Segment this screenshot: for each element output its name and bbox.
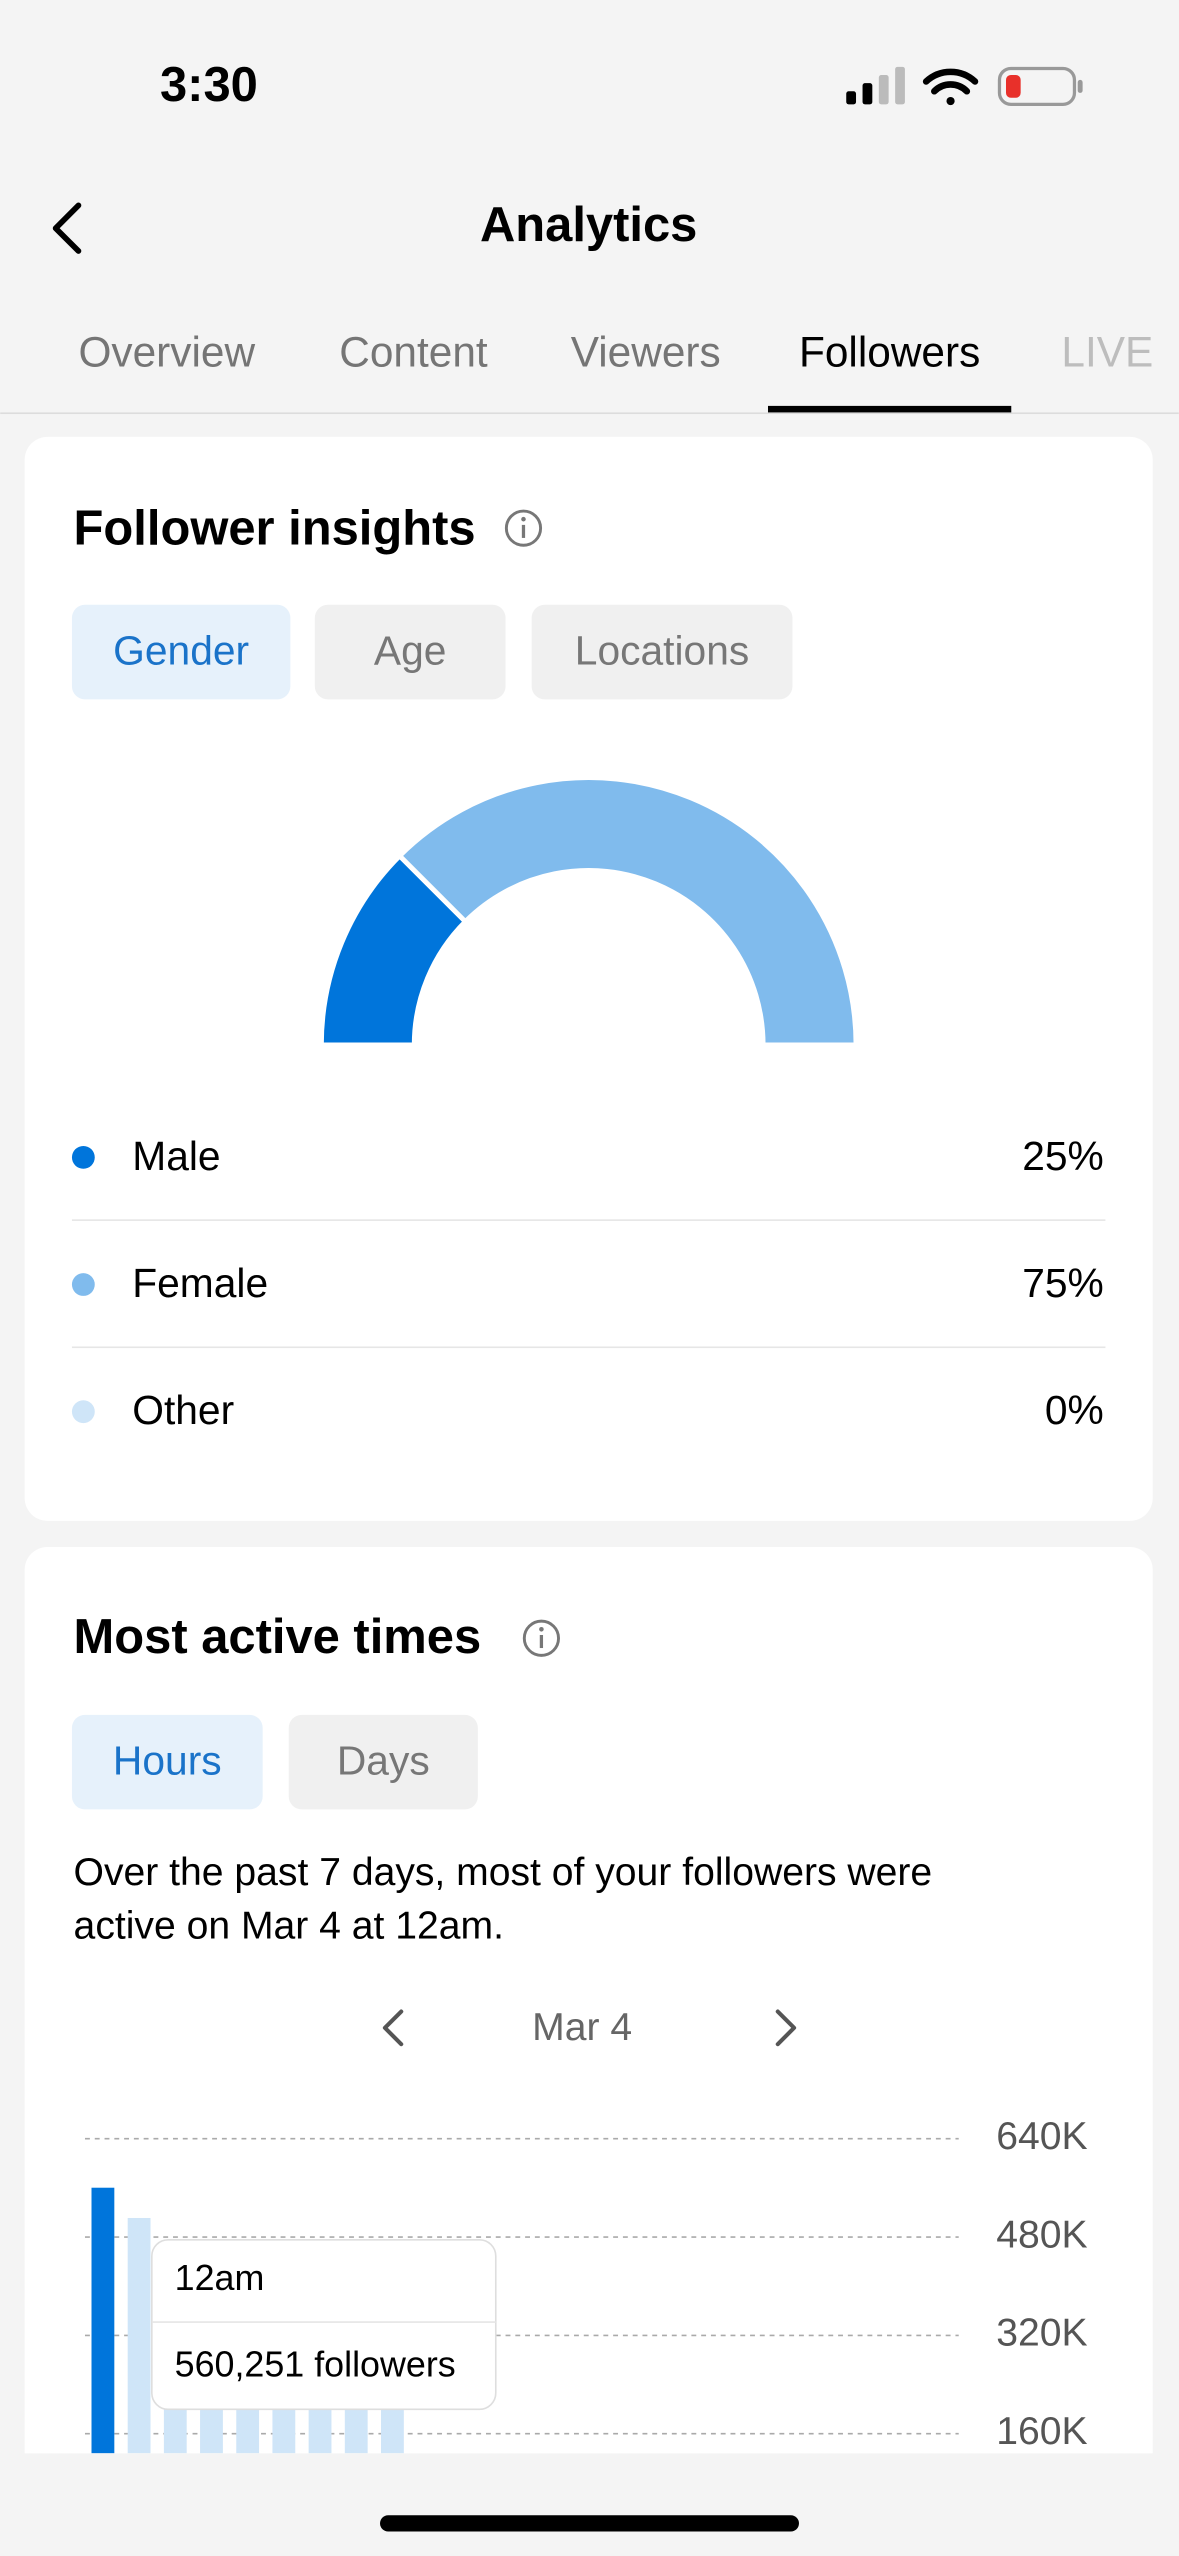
- filter-pill[interactable]: [71, 1714, 263, 1810]
- tab-divider: [0, 412, 1179, 415]
- legend-label: Other: [132, 1387, 234, 1433]
- back-button[interactable]: [52, 202, 82, 254]
- home-indicator: [380, 2515, 799, 2532]
- tab-bar: Overview Content Viewers Followers LIVE: [0, 329, 1179, 415]
- tooltip-value: 560,251 followers: [175, 2344, 456, 2384]
- bar[interactable]: [127, 2217, 151, 2532]
- legend-dot: [71, 1145, 95, 1169]
- card-title: Most active times: [74, 1610, 482, 1664]
- filter-label: Days: [337, 1738, 430, 1784]
- legend-dot: [71, 1400, 95, 1424]
- filter-pill[interactable]: [314, 604, 506, 700]
- filter-pill[interactable]: [71, 604, 291, 700]
- wifi-icon: [922, 68, 979, 106]
- tooltip-divider: [151, 2321, 496, 2323]
- legend-value: 25%: [1022, 1133, 1104, 1179]
- legend: Male 25% Female 75% Other 0%: [71, 1133, 1106, 1433]
- filter-label: Gender: [113, 627, 249, 673]
- tab-underline: [767, 405, 1012, 413]
- tooltip-category: 12am: [175, 2258, 265, 2298]
- tooltip-box: [151, 2238, 497, 2411]
- tab[interactable]: LIVE: [1061, 329, 1153, 376]
- y-tick-label: 640K: [996, 2115, 1087, 2158]
- filter-label: Hours: [113, 1738, 222, 1784]
- tooltip: 12am 560,251 followers: [151, 2238, 497, 2411]
- legend-dot: [71, 1273, 95, 1296]
- next-date[interactable]: [775, 2009, 797, 2047]
- filter-pill[interactable]: [531, 604, 793, 700]
- donut-base-cover: [316, 1044, 861, 1052]
- legend-label: Male: [132, 1133, 220, 1179]
- tab[interactable]: Followers: [799, 329, 980, 376]
- legend-divider: [71, 1346, 1106, 1349]
- status-time: 3:30: [160, 58, 258, 112]
- y-tick-label: 320K: [996, 2312, 1087, 2355]
- card-title: Follower insights: [74, 501, 476, 555]
- prev-date[interactable]: [382, 2009, 404, 2047]
- summary-line: active on Mar 4 at 12am.: [74, 1905, 504, 1948]
- filter-group: Hours Days: [71, 1714, 478, 1810]
- info-icon[interactable]: [522, 1619, 560, 1657]
- bar-chart: 160K 320K 480K 640K 12am 560,251 followers: [84, 2115, 1088, 2532]
- legend-label: Female: [132, 1260, 268, 1306]
- signal-icon: [846, 66, 905, 105]
- page-title: Analytics: [480, 198, 697, 252]
- card: [24, 436, 1153, 1521]
- filter-pill[interactable]: [288, 1714, 478, 1810]
- filter-group: Gender Age Locations: [71, 604, 793, 700]
- donut-chart: [316, 775, 861, 1052]
- legend-value: 0%: [1045, 1387, 1104, 1433]
- tab[interactable]: Viewers: [571, 329, 721, 376]
- legend-divider: [71, 1219, 1106, 1221]
- tab[interactable]: Overview: [78, 329, 255, 376]
- donut-segment: [396, 775, 859, 1048]
- info-icon[interactable]: [504, 509, 543, 547]
- legend-value: 75%: [1022, 1260, 1104, 1306]
- battery-icon: [997, 66, 1083, 106]
- tab[interactable]: Content: [339, 329, 488, 376]
- home-area: [0, 2453, 1179, 2556]
- filter-label: Age: [374, 627, 447, 673]
- y-tick-label: 160K: [996, 2410, 1087, 2453]
- y-tick-label: 480K: [996, 2213, 1087, 2256]
- date-label: Mar 4: [532, 2006, 632, 2049]
- bar[interactable]: [91, 2187, 115, 2532]
- filter-label: Locations: [575, 627, 749, 673]
- summary-line: Over the past 7 days, most of your follo…: [74, 1851, 933, 1894]
